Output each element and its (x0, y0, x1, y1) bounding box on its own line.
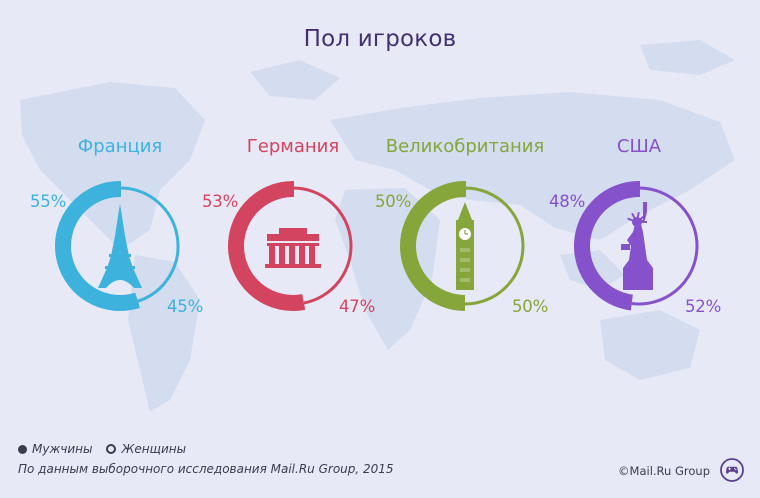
pct-male-france: 55% (30, 192, 67, 211)
brandenburg-gate-icon (265, 228, 321, 268)
chart-title: Пол игроков (303, 26, 457, 52)
pct-female-germany: 47% (339, 297, 376, 316)
ring-segment-female-france (119, 186, 180, 303)
copyright: ©Mail.Ru Group (618, 464, 710, 478)
legend-female-label: Женщины (121, 442, 187, 456)
ring-segment-female-germany (292, 186, 353, 305)
gamepad-icon (720, 458, 744, 482)
ring-segment-male-uk (400, 181, 466, 311)
ring-usa (574, 181, 699, 311)
pct-female-uk: 50% (512, 297, 549, 316)
ring-segment-female-uk (464, 186, 525, 306)
country-label-usa: США (616, 136, 662, 157)
legend-male-swatch (18, 444, 27, 454)
ring-germany (228, 181, 353, 311)
ring-segment-male-france (55, 181, 141, 311)
pct-female-france: 45% (167, 297, 204, 316)
statue-of-liberty-icon (621, 202, 653, 290)
eiffel-tower-icon (98, 204, 142, 288)
pct-female-usa: 52% (685, 297, 722, 316)
ring-segment-male-germany (228, 181, 306, 311)
ring-france (55, 181, 180, 311)
big-ben-icon (456, 202, 474, 290)
legend-female-swatch (106, 444, 117, 454)
ring-segment-female-usa (631, 186, 699, 306)
pct-male-uk: 50% (375, 192, 412, 211)
legend: Мужчины Женщины (18, 442, 186, 456)
country-label-france: Франция (77, 136, 163, 157)
pct-male-usa: 48% (549, 192, 586, 211)
ring-uk (400, 181, 525, 311)
ring-segment-male-usa (574, 181, 640, 311)
legend-male-label: Мужчины (32, 442, 93, 456)
pct-male-germany: 53% (202, 192, 239, 211)
country-label-germany: Германия (246, 136, 340, 157)
source-note: По данным выборочного исследования Mail.… (18, 462, 394, 476)
country-label-uk: Великобритания (385, 136, 545, 157)
